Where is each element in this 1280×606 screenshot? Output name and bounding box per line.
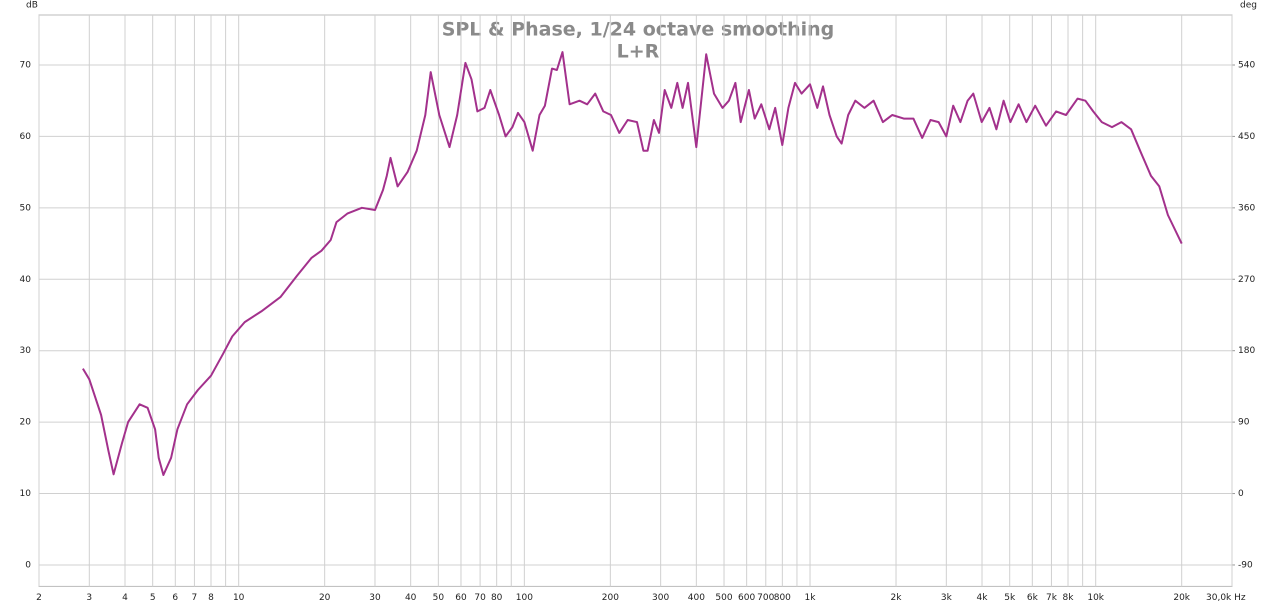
- x-tick-label: 600: [738, 593, 755, 603]
- x-tick-label: 400: [688, 593, 705, 603]
- x-tick-label: 20: [319, 593, 331, 603]
- x-tick-label: 60: [455, 593, 467, 603]
- x-tick-label: 80: [491, 593, 503, 603]
- chart-title: SPL & Phase, 1/24 octave smoothing: [442, 19, 835, 41]
- x-tick-label: 6k: [1027, 593, 1039, 603]
- x-tick-label: 5: [150, 593, 156, 603]
- x-tick-label: 7: [192, 593, 198, 603]
- x-tick-label: 100: [516, 593, 533, 603]
- y-tick-label: 50: [20, 203, 32, 213]
- x-tick-label: 3: [86, 593, 92, 603]
- x-tick-label: 5k: [1004, 593, 1016, 603]
- plot-frame: [38, 14, 1233, 587]
- x-tick-label: 500: [715, 593, 732, 603]
- y2-tick-label: 0: [1238, 489, 1244, 499]
- x-tick-label: 8k: [1063, 593, 1075, 603]
- x-tick-label: 300: [652, 593, 669, 603]
- y-tick-label: 60: [20, 132, 32, 142]
- y2-tick-label: 450: [1238, 132, 1255, 142]
- spl-line: [82, 51, 1183, 476]
- y-axis-label: dB: [26, 1, 38, 11]
- x-tick-label: 30,0k Hz: [1206, 593, 1246, 603]
- x-tick-label: 200: [602, 593, 619, 603]
- y2-tick-label: 180: [1238, 346, 1255, 356]
- y-tick-label: 40: [20, 275, 32, 285]
- x-tick-label: 2k: [891, 593, 903, 603]
- x-tick-label: 1k: [805, 593, 817, 603]
- x-tick-label: 70: [474, 593, 486, 603]
- y-tick-label: 0: [25, 560, 31, 570]
- x-tick-label: 7k: [1046, 593, 1058, 603]
- chart-subtitle: L+R: [617, 41, 660, 63]
- y-tick-label: 70: [20, 60, 32, 70]
- x-tick-label: 50: [433, 593, 445, 603]
- x-tick-label: 4k: [977, 593, 989, 603]
- x-tick-label: 20k: [1173, 593, 1190, 603]
- y2-tick-label: 540: [1238, 60, 1255, 70]
- x-tick-label: 700: [757, 593, 774, 603]
- x-tick-label: 30: [369, 593, 381, 603]
- y-tick-label: 30: [20, 346, 32, 356]
- x-tick-label: 10: [233, 593, 245, 603]
- y2-tick-label: 270: [1238, 275, 1255, 285]
- x-tick-label: 40: [405, 593, 417, 603]
- y-tick-label: 20: [20, 418, 32, 428]
- x-tick-label: 4: [122, 593, 128, 603]
- y2-tick-label: 360: [1238, 203, 1255, 213]
- x-tick-label: 8: [208, 593, 214, 603]
- y-tick-label: 10: [20, 489, 32, 499]
- x-tick-label: 2: [36, 593, 42, 603]
- x-tick-label: 6: [172, 593, 178, 603]
- y2-tick-label: -90: [1238, 560, 1253, 570]
- y2-tick-label: 90: [1238, 418, 1250, 428]
- y2-axis-label: deg: [1240, 1, 1257, 11]
- x-tick-label: 3k: [941, 593, 953, 603]
- x-tick-label: 10k: [1087, 593, 1104, 603]
- x-tick-label: 800: [774, 593, 791, 603]
